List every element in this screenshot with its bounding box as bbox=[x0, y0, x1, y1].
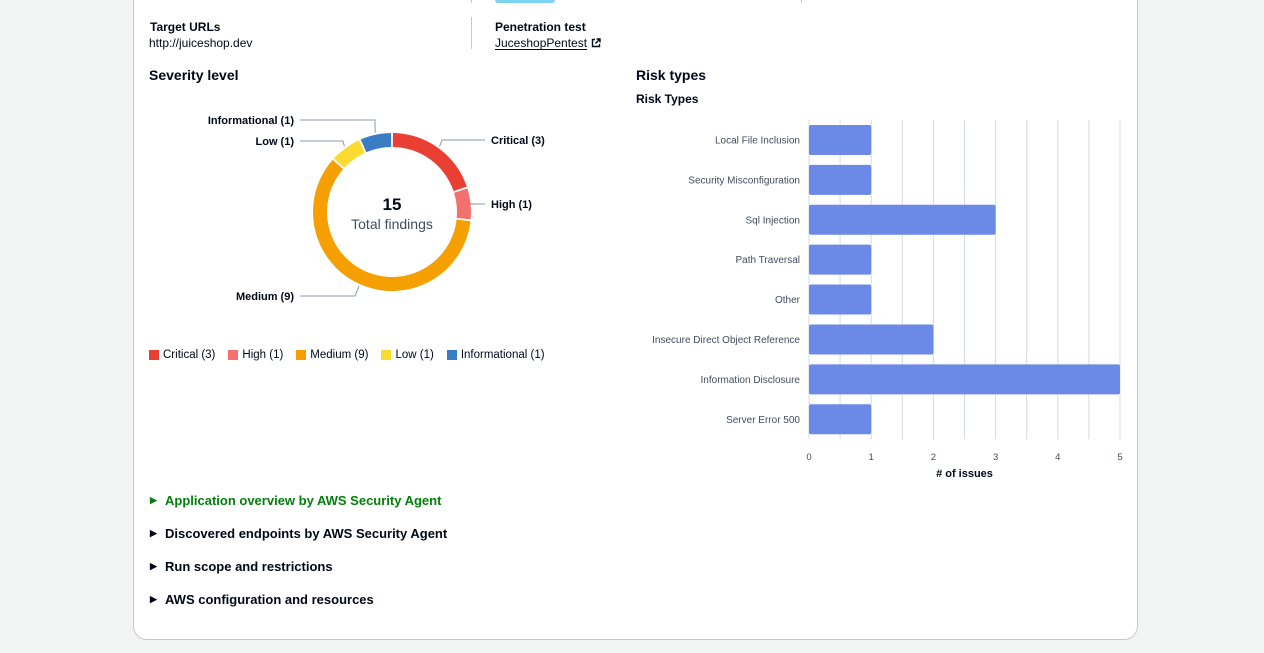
legend-swatch bbox=[149, 350, 159, 360]
donut-slice-medium bbox=[313, 159, 471, 291]
top-divider bbox=[471, 0, 472, 3]
bar-category-label: Security Misconfiguration bbox=[688, 175, 800, 186]
bar-path-traversal[interactable] bbox=[809, 244, 872, 275]
donut-leader-line bbox=[300, 285, 360, 297]
donut-leader-line bbox=[439, 139, 485, 147]
target-urls-label: Target URLs bbox=[150, 20, 221, 34]
x-tick-label: 3 bbox=[993, 452, 998, 463]
x-axis-label: # of issues bbox=[936, 468, 993, 480]
donut-total-value: 15 bbox=[383, 195, 402, 214]
x-tick-label: 5 bbox=[1117, 452, 1122, 463]
pentest-label: Penetration test bbox=[495, 20, 586, 34]
bar-category-label: Other bbox=[775, 295, 801, 306]
bar-server-error-500[interactable] bbox=[809, 404, 872, 435]
severity-title: Severity level bbox=[149, 67, 239, 83]
column-divider bbox=[471, 17, 472, 49]
donut-slice-high bbox=[454, 188, 471, 220]
bar-local-file-inclusion[interactable] bbox=[809, 124, 872, 155]
legend-label: Informational (1) bbox=[460, 349, 545, 361]
bar-other[interactable] bbox=[809, 284, 872, 315]
expander-application-overview[interactable]: ▶ Application overview by AWS Security A… bbox=[150, 493, 441, 508]
caret-right-icon: ▶ bbox=[150, 561, 157, 571]
bar-sql-injection[interactable] bbox=[809, 204, 996, 235]
bar-category-label: Path Traversal bbox=[736, 255, 800, 266]
legend-label: Medium (9) bbox=[310, 349, 369, 361]
caret-right-icon: ▶ bbox=[150, 528, 157, 538]
pentest-link[interactable]: JuceshopPentest bbox=[495, 36, 588, 50]
caret-right-icon: ▶ bbox=[150, 495, 157, 505]
pentest-link-wrap[interactable]: JuceshopPentest bbox=[495, 36, 601, 50]
bar-category-label: Server Error 500 bbox=[726, 415, 800, 426]
legend-label: High (1) bbox=[242, 349, 284, 361]
donut-slice-informational bbox=[360, 133, 392, 153]
top-progress-accent bbox=[495, 0, 555, 3]
expander-label: Application overview by AWS Security Age… bbox=[165, 493, 442, 508]
bar-information-disclosure[interactable] bbox=[809, 364, 1120, 395]
risk-types-subtitle: Risk Types bbox=[636, 92, 699, 106]
donut-slice-low bbox=[333, 140, 365, 168]
top-divider bbox=[801, 0, 802, 3]
bar-insecure-direct-object-reference[interactable] bbox=[809, 324, 934, 355]
legend-item-critical[interactable]: Critical (3) bbox=[149, 349, 215, 361]
donut-leader-line bbox=[300, 119, 376, 133]
donut-total-label: Total findings bbox=[351, 216, 433, 232]
donut-label-critical: Critical (3) bbox=[491, 135, 545, 147]
caret-right-icon: ▶ bbox=[150, 594, 157, 604]
expander-label: AWS configuration and resources bbox=[165, 592, 374, 607]
legend-label: Low (1) bbox=[395, 349, 434, 361]
donut-label-high: High (1) bbox=[491, 199, 532, 211]
severity-legend: Critical (3) High (1) Medium (9) Low (1) Inf… bbox=[149, 349, 545, 361]
expander-discovered-endpoints[interactable]: ▶ Discovered endpoints by AWS Security A… bbox=[150, 526, 447, 541]
legend-item-low[interactable]: Low (1) bbox=[381, 349, 434, 361]
donut-label-informational: Informational (1) bbox=[208, 115, 295, 127]
risk-types-title: Risk types bbox=[636, 67, 707, 83]
report-card bbox=[133, 0, 1138, 640]
legend-item-medium[interactable]: Medium (9) bbox=[296, 349, 368, 361]
donut-label-low: Low (1) bbox=[256, 136, 295, 148]
legend-label: Critical (3) bbox=[163, 349, 216, 361]
bar-category-label: Sql Injection bbox=[746, 215, 800, 226]
legend-swatch bbox=[446, 350, 457, 360]
bar-category-label: Local File Inclusion bbox=[715, 135, 800, 146]
legend-item-high[interactable]: High (1) bbox=[228, 349, 283, 361]
x-tick-label: 2 bbox=[931, 452, 936, 463]
bar-category-label: Information Disclosure bbox=[701, 375, 801, 386]
expander-label: Discovered endpoints by AWS Security Age… bbox=[165, 526, 448, 541]
external-link-icon[interactable] bbox=[591, 38, 601, 48]
expander-aws-configuration[interactable]: ▶ AWS configuration and resources bbox=[150, 592, 374, 607]
legend-swatch bbox=[228, 350, 239, 360]
bar-category-label: Insecure Direct Object Reference bbox=[652, 335, 800, 346]
expander-run-scope[interactable]: ▶ Run scope and restrictions bbox=[150, 559, 333, 574]
legend-item-informational[interactable]: Informational (1) bbox=[446, 349, 545, 361]
risk-types-bar-chart: Local File Inclusion Security Misconfigur… bbox=[652, 120, 1123, 480]
bar-security-misconfiguration[interactable] bbox=[809, 164, 872, 195]
donut-slice-critical bbox=[392, 133, 467, 192]
x-tick-label: 0 bbox=[806, 452, 811, 463]
legend-swatch bbox=[381, 350, 392, 360]
donut-leader-line bbox=[300, 140, 345, 147]
x-tick-label: 4 bbox=[1055, 452, 1060, 463]
donut-label-medium: Medium (9) bbox=[236, 291, 294, 303]
expander-label: Run scope and restrictions bbox=[165, 559, 333, 574]
target-urls-value: http://juiceshop.dev bbox=[149, 36, 253, 50]
severity-donut-chart: Critical (3) High (1) Medium (9) Low (1) Inf… bbox=[208, 115, 545, 303]
legend-swatch bbox=[296, 350, 307, 360]
x-tick-label: 1 bbox=[869, 452, 874, 463]
